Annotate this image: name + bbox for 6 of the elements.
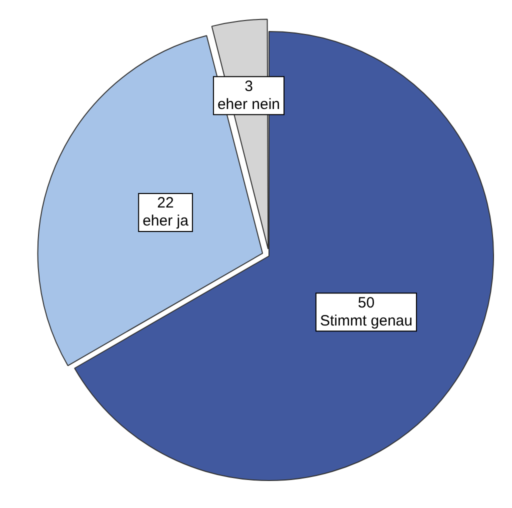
data-label: 22 [157, 194, 174, 212]
data-label: 50 [358, 294, 375, 312]
slice-label: eher ja [142, 212, 190, 230]
slice-label: Stimmt genau [320, 312, 412, 330]
slice-label: eher nein [217, 96, 280, 113]
data-label: 3 [244, 78, 253, 95]
